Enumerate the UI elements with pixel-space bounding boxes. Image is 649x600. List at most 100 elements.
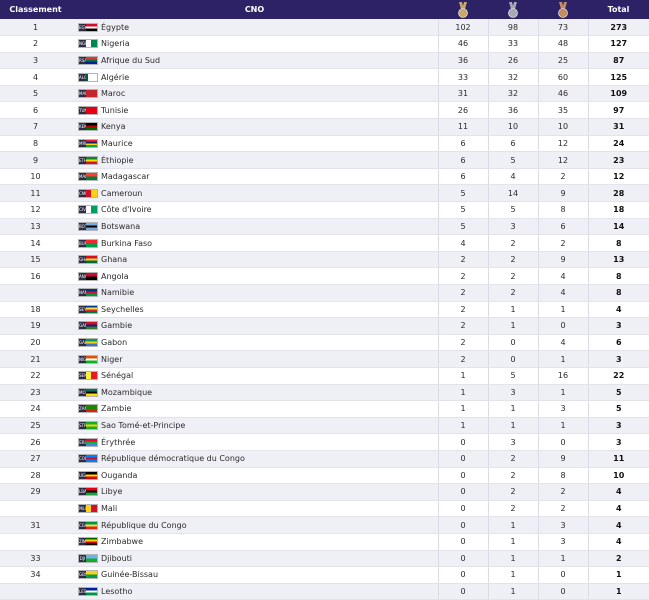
country-name[interactable]: Algérie bbox=[101, 72, 130, 82]
table-row[interactable]: 29 LBA Libye 0 2 2 4 bbox=[0, 483, 649, 501]
total-count: 8 bbox=[587, 284, 649, 302]
country-name[interactable]: Zimbabwe bbox=[101, 537, 144, 547]
table-row[interactable]: 15GHAGhana22913 bbox=[0, 251, 649, 269]
country-name[interactable]: Gambie bbox=[101, 321, 133, 331]
table-row[interactable]: 23MOZMozambique1315 bbox=[0, 384, 649, 402]
table-row[interactable]: ZIM Zimbabwe 0 1 3 4 bbox=[0, 533, 649, 551]
table-row[interactable]: 26 ERI Érythrée 0 3 0 3 bbox=[0, 433, 649, 451]
cno-column-header[interactable]: CNO bbox=[244, 5, 265, 14]
table-row[interactable]: 27 COD République démocratique du Congo 029… bbox=[0, 450, 649, 468]
table-row[interactable]: 7KENKenya11101031 bbox=[0, 118, 649, 136]
table-row[interactable]: 33 DJI Djibouti 0 1 1 2 bbox=[0, 550, 649, 568]
country-name[interactable]: Gabon bbox=[101, 338, 128, 348]
country-name[interactable]: Afrique du Sud bbox=[101, 55, 161, 65]
country-name[interactable]: Burkina Faso bbox=[101, 238, 153, 248]
table-row[interactable]: 21 NIG Niger 2 0 1 3 bbox=[0, 350, 649, 368]
country-name[interactable]: Madagascar bbox=[101, 172, 150, 182]
silver-count: 2 bbox=[487, 450, 538, 468]
country-name[interactable]: Niger bbox=[101, 354, 123, 364]
flag-code-label: LBA bbox=[79, 488, 86, 496]
country-name[interactable]: Égypte bbox=[101, 22, 130, 32]
silver-count: 3 bbox=[487, 384, 538, 402]
country-name[interactable]: Nigeria bbox=[101, 39, 130, 49]
country-name[interactable]: Lesotho bbox=[101, 586, 133, 596]
rank-cell: 7 bbox=[0, 118, 71, 136]
country-name[interactable]: Éthiopie bbox=[101, 155, 134, 165]
cno-cell: ZIM Zimbabwe bbox=[71, 533, 438, 551]
country-name[interactable]: Maroc bbox=[101, 89, 126, 99]
gold-count: 26 bbox=[437, 101, 488, 120]
bronze-count: 2 bbox=[537, 168, 588, 186]
total-column-header[interactable]: Total bbox=[607, 5, 630, 14]
gold-column-header[interactable] bbox=[438, 0, 488, 19]
country-name[interactable]: Sao Tomé-et-Principe bbox=[101, 421, 186, 431]
table-row[interactable]: MLI Mali 0 2 2 4 bbox=[0, 500, 649, 518]
flag-icon: CMR bbox=[78, 188, 98, 198]
country-name[interactable]: Maurice bbox=[101, 138, 133, 148]
cno-cell: GHA Ghana bbox=[71, 251, 438, 269]
table-row[interactable]: LES Lesotho 0 1 0 1 bbox=[0, 583, 649, 600]
country-name[interactable]: Cameroun bbox=[101, 188, 143, 198]
table-row[interactable]: 20GABGabon2046 bbox=[0, 334, 649, 352]
country-name[interactable]: Kenya bbox=[101, 122, 126, 132]
bronze-column-header[interactable] bbox=[538, 0, 588, 19]
gold-count: 1 bbox=[437, 400, 488, 418]
silver-column-header[interactable] bbox=[488, 0, 538, 19]
silver-count: 1 bbox=[487, 317, 538, 335]
table-row[interactable]: 22SENSénégal151622 bbox=[0, 367, 649, 385]
country-name[interactable]: Mali bbox=[101, 504, 118, 514]
rank-cell: 3 bbox=[0, 52, 71, 70]
country-name[interactable]: Seychelles bbox=[101, 304, 144, 314]
country-name[interactable]: Ouganda bbox=[101, 470, 138, 480]
country-name[interactable]: Botswana bbox=[101, 221, 141, 231]
table-row[interactable]: 8 MRI Maurice 6 6 12 24 bbox=[0, 135, 649, 153]
cno-cell: SEY Seychelles bbox=[71, 301, 438, 319]
country-name[interactable]: Sénégal bbox=[101, 371, 134, 381]
flag-code-label: UGA bbox=[79, 471, 86, 479]
table-row[interactable]: 16ANGAngola2248 bbox=[0, 267, 649, 285]
country-name[interactable]: Namibie bbox=[101, 288, 135, 298]
gold-count: 1 bbox=[437, 367, 488, 385]
table-row[interactable]: 24ZAMZambie1135 bbox=[0, 400, 649, 418]
table-row[interactable]: 25 STP Sao Tomé-et-Principe 1 1 1 3 bbox=[0, 417, 649, 435]
country-name[interactable]: Guinée-Bissau bbox=[101, 570, 159, 580]
country-name[interactable]: Djibouti bbox=[101, 553, 133, 563]
country-name[interactable]: Mozambique bbox=[101, 387, 153, 397]
bronze-count: 2 bbox=[537, 500, 588, 518]
table-row[interactable]: 12 CIV Côte d'Ivoire 5 5 8 18 bbox=[0, 201, 649, 219]
total-count: 127 bbox=[587, 35, 649, 53]
rank-column-header[interactable]: Classement bbox=[9, 5, 62, 14]
country-name[interactable]: République du Congo bbox=[101, 520, 187, 530]
country-name[interactable]: Zambie bbox=[101, 404, 132, 414]
gold-count: 5 bbox=[437, 201, 488, 219]
country-name[interactable]: Érythrée bbox=[101, 437, 136, 447]
country-name[interactable]: Libye bbox=[101, 487, 123, 497]
total-count: 4 bbox=[587, 301, 649, 319]
bronze-count: 1 bbox=[537, 350, 588, 368]
bronze-count: 1 bbox=[537, 384, 588, 402]
country-name[interactable]: République démocratique du Congo bbox=[101, 454, 245, 464]
country-name[interactable]: Angola bbox=[101, 271, 129, 281]
table-row[interactable]: 18 SEY Seychelles 2 1 1 4 bbox=[0, 301, 649, 319]
table-row[interactable]: NAMNamibie2248 bbox=[0, 284, 649, 302]
table-row[interactable]: 28UGAOuganda02810 bbox=[0, 467, 649, 485]
country-name[interactable]: Côte d'Ivoire bbox=[101, 205, 152, 215]
silver-count: 1 bbox=[487, 400, 538, 418]
rank-cell: 18 bbox=[0, 301, 71, 319]
country-name[interactable]: Tunisie bbox=[101, 105, 129, 115]
country-name[interactable]: Ghana bbox=[101, 255, 128, 265]
